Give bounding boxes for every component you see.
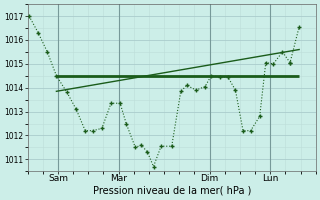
X-axis label: Pression niveau de la mer( hPa ): Pression niveau de la mer( hPa ) [92,186,251,196]
